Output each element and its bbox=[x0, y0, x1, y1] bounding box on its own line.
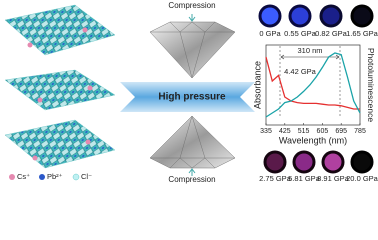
arrow bbox=[188, 14, 196, 22]
center-label: High pressure bbox=[158, 92, 226, 103]
legend-label: Cs⁺ bbox=[17, 172, 30, 181]
plot-frame bbox=[265, 44, 361, 126]
bottom-label: Compression bbox=[168, 175, 215, 184]
x-tick-label: 785 bbox=[354, 128, 366, 135]
pressure-label: 5.81 GPa bbox=[288, 174, 321, 183]
top-label: Compression bbox=[168, 1, 215, 10]
atom-legend: Cs⁺ Pb²⁺ Cl⁻ bbox=[9, 172, 92, 181]
x-axis-label: Wavelength (nm) bbox=[279, 135, 347, 145]
pressure-label: 0.55 GPa bbox=[284, 29, 317, 38]
annotation: 4.42 GPa bbox=[284, 67, 317, 76]
x-tick-label: 695 bbox=[335, 128, 347, 135]
annotation: 310 nm bbox=[297, 46, 322, 55]
pressure-label: 20.0 GPa bbox=[346, 174, 378, 183]
y2-axis-label: Photoluminescence bbox=[366, 48, 376, 122]
photos-top: 0 GPa 0.55 GPa 0.82 GPa 1.65 GPa bbox=[258, 4, 378, 38]
x-tick-label: 515 bbox=[298, 128, 310, 135]
spectrum-line bbox=[265, 52, 361, 118]
legend-label: Cl⁻ bbox=[81, 172, 92, 181]
pressure-label: 0 GPa bbox=[259, 29, 281, 38]
arrow bbox=[188, 168, 196, 176]
diamond-bottom bbox=[149, 115, 236, 169]
x-tick-label: 335 bbox=[260, 128, 272, 135]
y-axis-label: Absorbance bbox=[252, 61, 262, 109]
photos-bottom: 2.75 GPa 5.81 GPa 8.91 GPa 20.0 GPa bbox=[259, 150, 378, 183]
pressure-label: 8.91 GPa bbox=[317, 174, 350, 183]
x-tick-label: 425 bbox=[279, 128, 291, 135]
pressure-band bbox=[120, 82, 255, 112]
pressure-label: 1.65 GPa bbox=[346, 29, 378, 38]
chart-annotations: 310 nm 4.42 GPa bbox=[279, 46, 341, 118]
pressure-label: 2.75 GPa bbox=[259, 174, 292, 183]
graphical-abstract: Cs⁺ Pb²⁺ Cl⁻ High pressure Compression C… bbox=[4, 1, 378, 184]
crystal-structures bbox=[4, 4, 116, 169]
x-tick-label: 605 bbox=[317, 128, 329, 135]
diamond-top bbox=[149, 21, 236, 79]
legend-label: Pb²⁺ bbox=[47, 172, 63, 181]
pressure-label: 0.82 GPa bbox=[315, 29, 348, 38]
spectrum-line bbox=[265, 56, 360, 110]
